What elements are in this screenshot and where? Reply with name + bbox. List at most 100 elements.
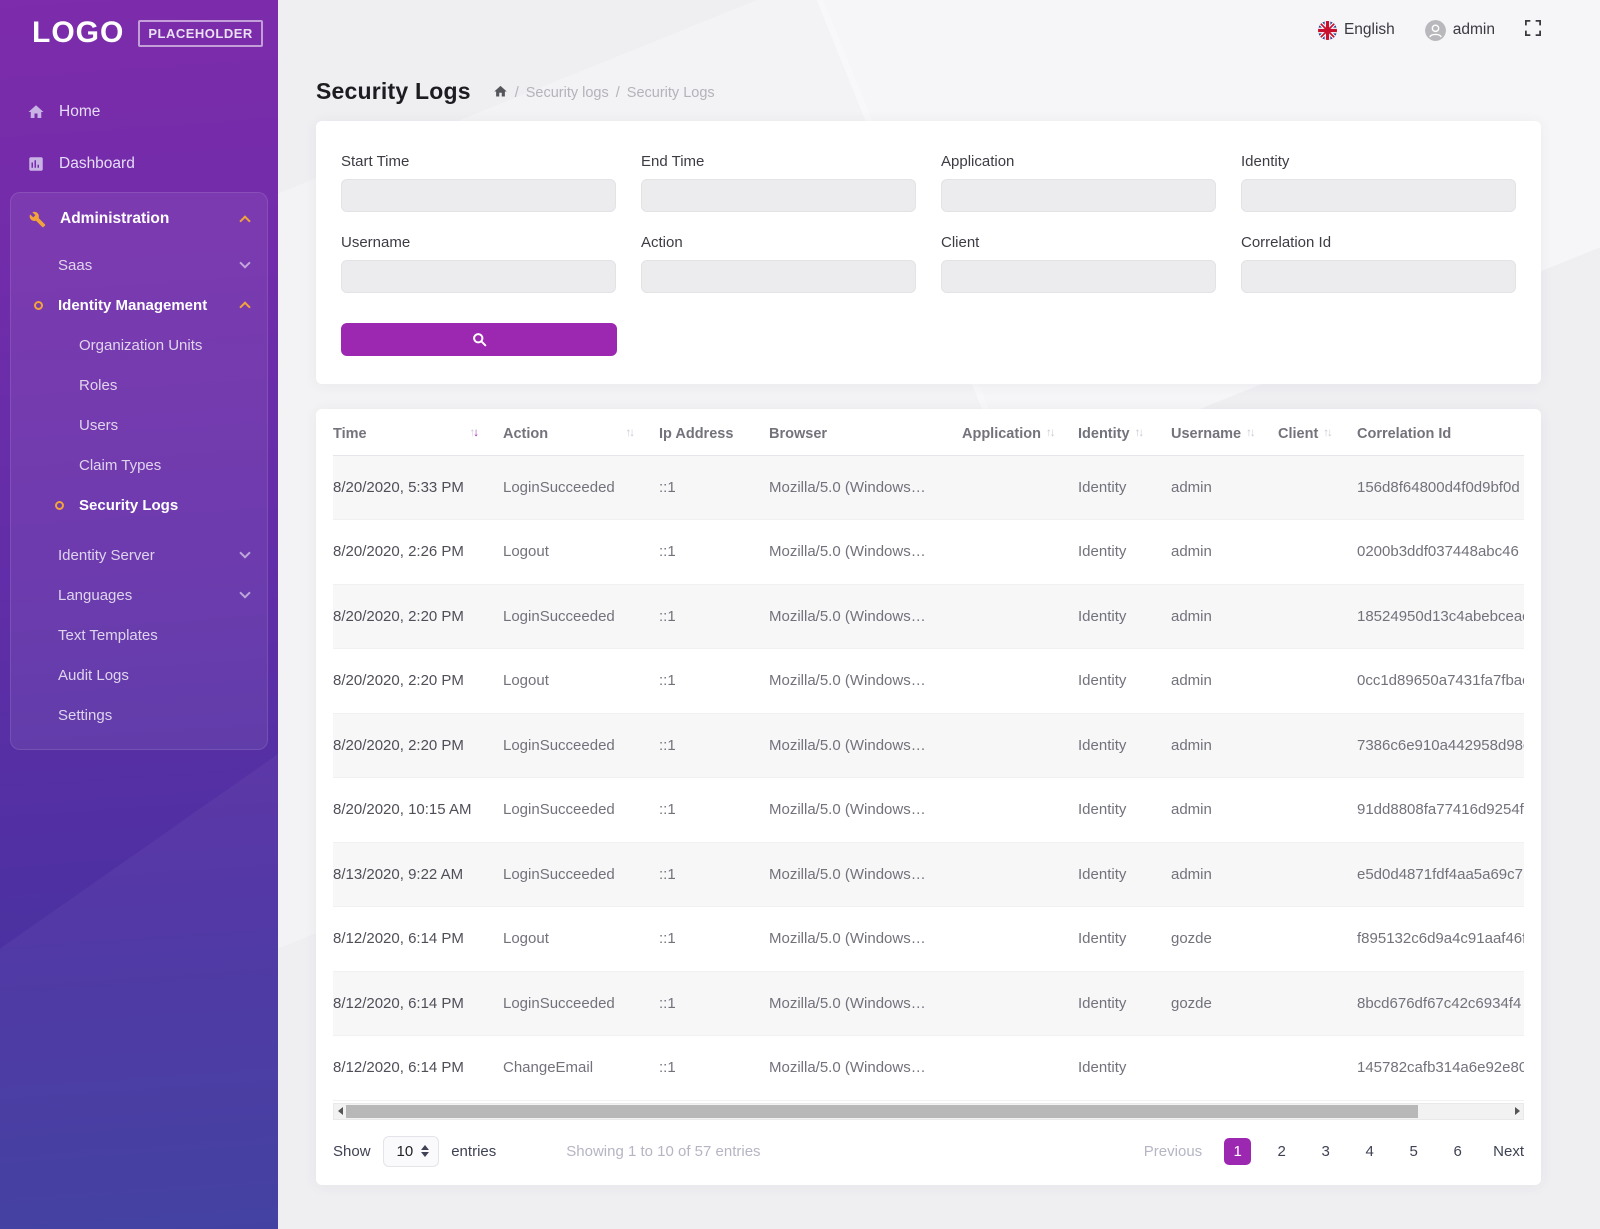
page-size-select[interactable]: 10 xyxy=(382,1135,440,1167)
page-button-5[interactable]: 5 xyxy=(1409,1142,1418,1160)
previous-page-button[interactable]: Previous xyxy=(1143,1142,1203,1160)
cell-correlation_id: e5d0d4871fdf4aa5a69c7 xyxy=(1357,842,1524,907)
search-button[interactable] xyxy=(341,323,617,356)
username-label: Username xyxy=(341,234,411,251)
security-logs-table: Time ↑ ↓ Action ↑ ↓ Ip Address Browser Appli… xyxy=(333,413,1524,1101)
sidebar-item-saas[interactable]: Saas xyxy=(11,245,267,285)
scroll-left-icon[interactable] xyxy=(334,1104,346,1119)
horizontal-scrollbar[interactable] xyxy=(333,1102,1524,1120)
col-header-ip-address: Ip Address xyxy=(659,413,769,456)
sidebar-item-languages[interactable]: Languages xyxy=(11,575,267,615)
cell-time: 8/13/2020, 9:22 AM xyxy=(333,842,503,907)
sidebar-item-security-logs[interactable]: Security Logs xyxy=(11,485,267,525)
field-start-time: Start Time xyxy=(341,153,616,212)
table-row: 8/12/2020, 6:14 PM LoginSucceeded::1 Mozil… xyxy=(333,971,1524,1036)
sidebar-item-label: Dashboard xyxy=(59,155,135,172)
col-header-client[interactable]: Client ↑ ↓ xyxy=(1278,413,1357,456)
cell-identity: Identity xyxy=(1078,455,1171,520)
cell-username: admin xyxy=(1171,842,1278,907)
sidebar-item-label: Roles xyxy=(79,376,118,394)
cell-time: 8/20/2020, 2:20 PM xyxy=(333,713,503,778)
cell-identity: Identity xyxy=(1078,842,1171,907)
page-button-4[interactable]: 4 xyxy=(1365,1142,1374,1160)
chevron-down-icon xyxy=(239,547,251,559)
application-input[interactable] xyxy=(941,179,1216,212)
search-icon xyxy=(472,333,486,347)
sidebar-item-label: Text Templates xyxy=(58,626,158,644)
table-row: 8/20/2020, 2:20 PM Logout::1 Mozilla/5.0 (… xyxy=(333,648,1524,714)
page-button-3[interactable]: 3 xyxy=(1321,1142,1330,1160)
page-title: Security Logs xyxy=(316,78,471,104)
breadcrumb: / Security logs / Security Logs xyxy=(493,85,715,101)
user-menu[interactable]: admin xyxy=(1424,19,1495,41)
language-switcher[interactable]: English xyxy=(1317,20,1395,40)
cell-application xyxy=(962,1035,1078,1101)
sidebar-item-label: Home xyxy=(59,103,101,120)
col-header-time[interactable]: Time ↑ ↓ xyxy=(333,413,503,456)
action-label: Action xyxy=(641,234,683,251)
username-input[interactable] xyxy=(341,260,616,293)
page-size-value: 10 xyxy=(396,1142,414,1160)
sidebar-item-identity-server[interactable]: Identity Server xyxy=(11,535,267,575)
end-time-input[interactable] xyxy=(641,179,916,212)
sidebar-item-label: Users xyxy=(79,416,119,434)
scrollbar-track[interactable] xyxy=(346,1104,1511,1119)
sidebar-item-label: Audit Logs xyxy=(58,666,129,684)
sidebar-item-home[interactable]: Home xyxy=(0,86,278,138)
col-header-application[interactable]: Application ↑ ↓ xyxy=(962,413,1078,456)
col-header-username[interactable]: Username ↑ ↓ xyxy=(1171,413,1278,456)
breadcrumb-item[interactable]: Security logs xyxy=(525,84,609,101)
col-header-identity[interactable]: Identity ↑ ↓ xyxy=(1078,413,1171,456)
scroll-right-icon[interactable] xyxy=(1511,1104,1523,1119)
page-button-6[interactable]: 6 xyxy=(1453,1142,1462,1160)
field-client: Client xyxy=(941,234,1216,293)
correlation-id-input[interactable] xyxy=(1241,260,1516,293)
cell-action: Logout xyxy=(503,906,659,972)
client-input[interactable] xyxy=(941,260,1216,293)
avatar xyxy=(1424,19,1446,41)
main-area: English admin Security Logs / xyxy=(278,0,1600,1229)
action-input[interactable] xyxy=(641,260,916,293)
breadcrumb-home-icon[interactable] xyxy=(493,84,508,99)
scrollbar-thumb[interactable] xyxy=(346,1104,1418,1118)
sidebar-item-settings[interactable]: Settings xyxy=(11,695,267,735)
fullscreen-icon[interactable] xyxy=(1525,19,1541,41)
cell-identity: Identity xyxy=(1078,1035,1171,1101)
cell-ip: ::1 xyxy=(659,455,769,520)
topbar: English admin xyxy=(316,0,1541,52)
cell-ip: ::1 xyxy=(659,648,769,714)
sidebar-item-dashboard[interactable]: Dashboard xyxy=(0,138,278,190)
logo-row: LOGO PLACEHOLDER xyxy=(0,0,278,62)
cell-browser: Mozilla/5.0 (Windows… xyxy=(769,519,962,585)
cell-client xyxy=(1278,906,1357,972)
cell-correlation_id: 18524950d13c4abebceac xyxy=(1357,584,1524,649)
chevron-down-icon xyxy=(239,257,251,269)
page-button-2[interactable]: 2 xyxy=(1277,1142,1286,1160)
sidebar-item-users[interactable]: Users xyxy=(11,405,267,445)
sidebar-item-label: Settings xyxy=(58,706,113,724)
sidebar-item-claim-types[interactable]: Claim Types xyxy=(11,445,267,485)
cell-identity: Identity xyxy=(1078,906,1171,972)
cell-client xyxy=(1278,1035,1357,1101)
col-header-action[interactable]: Action ↑ ↓ xyxy=(503,413,659,456)
sidebar-item-roles[interactable]: Roles xyxy=(11,365,267,405)
breadcrumb-item: Security Logs xyxy=(626,84,715,101)
page-button-1[interactable]: 1 xyxy=(1224,1137,1252,1165)
cell-identity: Identity xyxy=(1078,971,1171,1036)
start-time-input[interactable] xyxy=(341,179,616,212)
sort-icon: ↑ ↓ xyxy=(469,427,479,439)
next-page-button[interactable]: Next xyxy=(1493,1142,1524,1160)
sidebar-item-audit-logs[interactable]: Audit Logs xyxy=(11,655,267,695)
table-row: 8/20/2020, 2:26 PM Logout::1 Mozilla/5.0 (… xyxy=(333,519,1524,585)
table-header-row: Time ↑ ↓ Action ↑ ↓ Ip Address Browser Appli… xyxy=(333,413,1524,456)
sidebar-item-text-templates[interactable]: Text Templates xyxy=(11,615,267,655)
sidebar-item-administration[interactable]: Administration xyxy=(11,193,267,245)
cell-username: admin xyxy=(1171,648,1278,714)
cell-browser: Mozilla/5.0 (Windows… xyxy=(769,971,962,1036)
breadcrumb-separator: / xyxy=(615,84,620,101)
sidebar-item-organization-units[interactable]: Organization Units xyxy=(11,325,267,365)
sidebar-item-identity-management[interactable]: Identity Management xyxy=(11,285,267,325)
chevron-up-icon xyxy=(239,215,251,227)
cell-time: 8/20/2020, 2:20 PM xyxy=(333,584,503,649)
identity-input[interactable] xyxy=(1241,179,1516,212)
